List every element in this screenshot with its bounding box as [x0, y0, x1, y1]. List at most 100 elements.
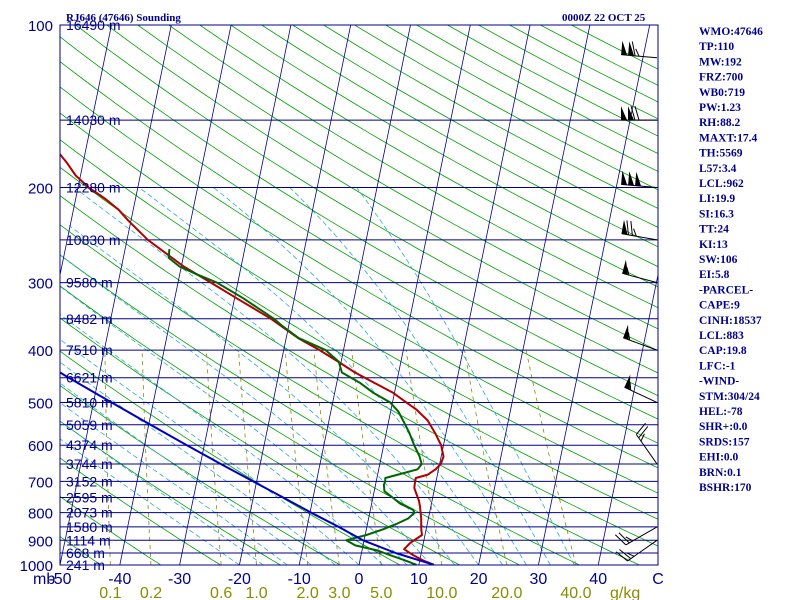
profile-traces [60, 152, 445, 565]
wind-barb [621, 170, 658, 189]
temperature-tick-label: -50 [48, 571, 71, 588]
barb-feather [626, 220, 629, 235]
barb-staff [624, 386, 658, 403]
height-label: 1114 m [66, 532, 111, 548]
isotherm [418, 25, 531, 565]
plot-frame [59, 24, 659, 566]
barb-feather [618, 532, 630, 544]
height-label: 4374 m [66, 437, 113, 453]
mixing-ratio-label: 40.0 [560, 585, 591, 600]
temperature-tick-label: 20 [470, 571, 488, 588]
index-value: BRN:0.1 [699, 467, 742, 479]
pressure-tick-label: 500 [28, 395, 53, 412]
index-value: SI:16.3 [699, 208, 734, 220]
dry-adiabat [60, 317, 461, 565]
mixing-ratio-label: 0.1 [99, 585, 121, 600]
barb-pennant [621, 219, 628, 235]
barb-staff [625, 526, 658, 546]
mixing-ratio-label: 0.6 [210, 585, 232, 600]
index-value: CAPE:9 [699, 300, 740, 312]
wind-barb [621, 219, 658, 241]
dry-adiabat [60, 112, 658, 469]
indices-panel: WMO:47646 TP:110 MW:192 FRZ:700 WB0:719 PW:1.… [699, 26, 763, 494]
index-value: STM:304/24 [699, 391, 760, 403]
valid-time: 0000Z 22 OCT 25 [562, 12, 646, 24]
dry-adiabat [540, 25, 658, 86]
barb-staff [623, 337, 658, 351]
mixing-ratio-label: 2.0 [297, 585, 319, 600]
dry-adiabat [60, 139, 658, 494]
index-value: EHI:0.0 [699, 452, 739, 464]
barb-pennant [628, 106, 634, 121]
barb-feather [640, 433, 645, 442]
dewpoint-trace [167, 249, 423, 565]
height-label: 1580 m [66, 519, 113, 535]
mixing-ratio-label: 1.0 [245, 585, 267, 600]
moist-adiabat [68, 225, 456, 565]
barb-pennant [622, 259, 628, 275]
index-value: SW:106 [699, 254, 738, 266]
barb-feather [629, 382, 632, 391]
barb-pennant [635, 171, 642, 187]
barb-feather [626, 552, 635, 557]
moist-adiabat [74, 187, 479, 565]
mixing-ratio-label: 3.0 [328, 585, 350, 600]
barb-pennant [621, 106, 627, 121]
dry-adiabat [168, 25, 658, 309]
isotherm [119, 25, 232, 565]
dry-adiabat [137, 25, 658, 330]
barb-feather [630, 105, 636, 121]
wind-barb [624, 374, 658, 403]
barb-feather [630, 221, 633, 236]
mixing-ratio-label: 10.0 [426, 585, 457, 600]
index-value: -WIND- [699, 376, 739, 388]
dry-adiabat [60, 420, 282, 565]
index-value: SHR+:0.0 [699, 421, 748, 433]
height-label: 5059 m [66, 417, 113, 433]
wind-barb [623, 324, 658, 351]
barb-feather [615, 551, 628, 562]
height-label: 14030 m [66, 112, 120, 128]
isotherm [179, 25, 292, 565]
wind-barb [622, 259, 658, 284]
temperature-tick-label: -40 [108, 571, 131, 588]
parcel-trace [60, 371, 435, 565]
dry-adiabat [199, 25, 658, 288]
mixing-ratio-line [141, 350, 152, 565]
height-label: 9580 m [66, 275, 113, 291]
background-lines [60, 25, 658, 565]
axis-labels: 16490 m 14030 m 12280 m 10830 m 9580 m 8482 m… [20, 17, 664, 600]
dry-adiabat [60, 285, 521, 565]
wind-barb [635, 422, 658, 465]
dry-adiabat [106, 25, 658, 352]
index-value: FRZ:700 [699, 72, 743, 84]
moist-adiabat [60, 254, 432, 565]
mixing-ratio-label: 20.0 [491, 585, 522, 600]
isotherm [298, 25, 411, 565]
mixing-ratio-line [284, 350, 309, 565]
height-label: 5810 m [66, 394, 113, 410]
moist-adiabat [60, 402, 288, 565]
index-value: CAP:19.8 [699, 345, 747, 357]
mixing-ratio-label: 5.0 [370, 585, 392, 600]
dry-adiabat [60, 86, 658, 444]
height-label: 16490 m [66, 17, 120, 33]
isotherm [597, 272, 658, 565]
moist-adiabat [213, 187, 527, 565]
dry-adiabat [60, 36, 658, 397]
moist-adiabat [60, 438, 240, 565]
barb-feather [635, 48, 640, 57]
index-value: SRDS:157 [699, 436, 750, 448]
pressure-tick-label: 400 [28, 343, 53, 360]
mixing-ratio-label: 0.2 [140, 585, 162, 600]
barb-feather [626, 267, 630, 276]
temperature-tick-label: 40 [589, 571, 607, 588]
dry-adiabat [60, 61, 658, 420]
pressure-tick-label: 100 [28, 18, 53, 35]
dry-adiabat [60, 254, 581, 565]
index-value: TP:110 [699, 41, 734, 53]
temperature-tick-label: -10 [288, 571, 311, 588]
barb-pennant [628, 171, 635, 186]
